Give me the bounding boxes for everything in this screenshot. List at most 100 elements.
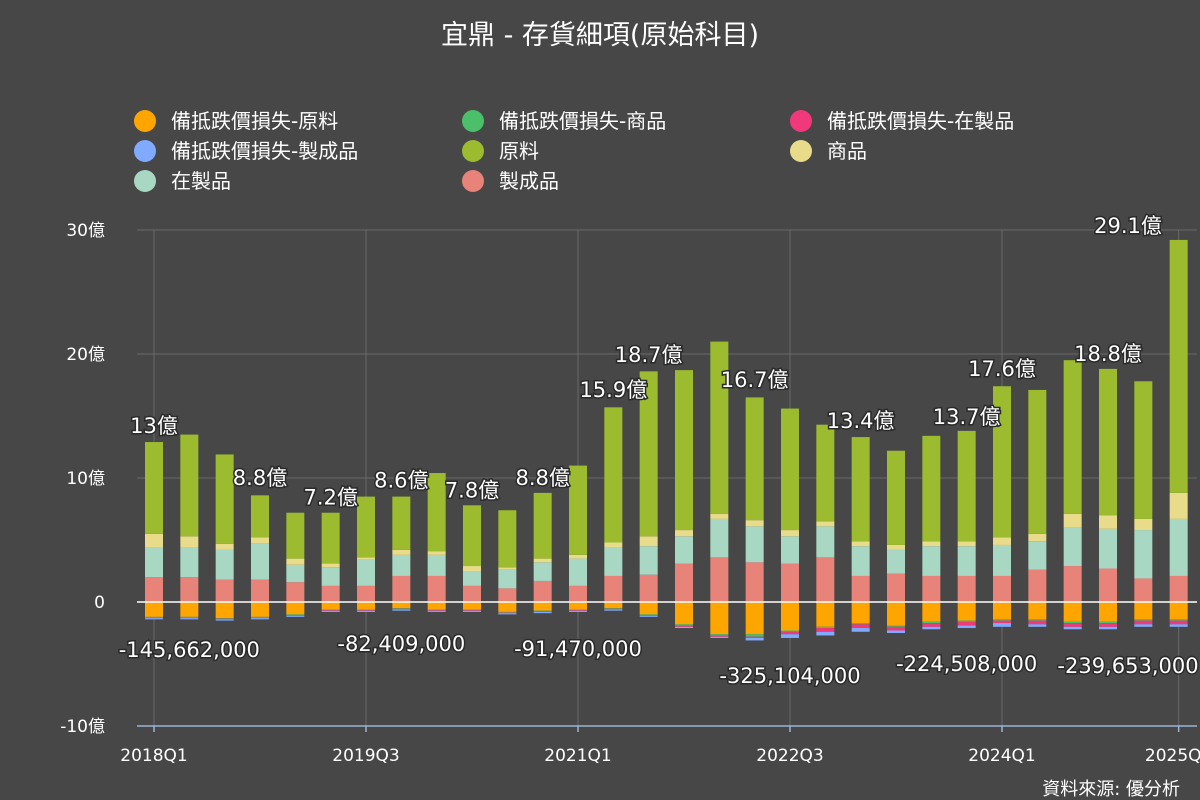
y-tick-label: 0: [94, 593, 105, 613]
bar-segment: [180, 547, 199, 578]
data-label: 15.9億: [579, 378, 647, 402]
bar-segment: [816, 526, 835, 558]
data-label: 16.7億: [721, 368, 789, 392]
bar-segment: [180, 577, 199, 602]
bar-segment: [321, 610, 340, 612]
bar-segment: [604, 609, 623, 611]
bar-segment: [357, 610, 375, 611]
bar-segment: [922, 546, 941, 576]
bar-segment: [781, 602, 799, 631]
legend-swatch: [462, 110, 484, 132]
bar-segment: [993, 620, 1011, 624]
bar-segment: [781, 631, 799, 635]
bar-segment: [180, 618, 199, 620]
bar-segment: [251, 602, 269, 617]
bar-segment: [1063, 602, 1082, 622]
bar-segment: [922, 541, 941, 547]
bar-segment: [1028, 569, 1047, 602]
bar-segment: [569, 585, 587, 602]
bar-segment: [639, 371, 658, 537]
bar-segment: [816, 557, 835, 602]
bar-segment: [392, 609, 411, 611]
bar-segment: [251, 618, 269, 620]
bar-segment: [922, 435, 941, 542]
bar-segment: [957, 541, 976, 547]
bar-segment: [675, 530, 693, 537]
bar-segment: [569, 610, 587, 612]
data-label: 13.4億: [827, 409, 895, 433]
bar-segment: [887, 630, 905, 633]
bar-segment: [463, 610, 481, 611]
bar-segment: [1134, 602, 1153, 620]
bar-segment: [745, 602, 764, 635]
data-label: -145,662,000: [119, 638, 260, 662]
bar-segment: [427, 610, 446, 612]
bar-segment: [498, 567, 517, 570]
bar-segment: [816, 631, 835, 636]
y-tick-label: 30億: [66, 221, 105, 241]
legend-swatch: [134, 140, 156, 162]
bar-segment: [569, 610, 587, 611]
bar-segment: [639, 615, 658, 617]
bar-segment: [851, 623, 870, 625]
bar-segment: [604, 602, 623, 609]
bar-segment: [569, 465, 587, 555]
bar-segment: [321, 567, 340, 586]
bar-segment: [993, 602, 1011, 620]
bar-segment: [1169, 620, 1188, 625]
bar-segment: [922, 602, 941, 622]
bar-segment: [1134, 381, 1153, 519]
bar-segment: [180, 434, 199, 537]
bar-segment: [816, 626, 835, 629]
bar-segment: [745, 526, 764, 563]
x-tick-label: 2021Q1: [544, 746, 611, 766]
bar-segment: [145, 533, 163, 548]
bar-segment: [1134, 620, 1153, 625]
bar-segment: [321, 602, 340, 610]
bar-segment: [286, 614, 305, 616]
data-label: 8.8億: [515, 466, 569, 490]
bar-segment: [215, 602, 234, 619]
legend-label: 備抵跌價損失-原料: [171, 109, 338, 133]
bar-segment: [286, 564, 305, 583]
bar-segment: [781, 536, 799, 564]
bar-segment: [427, 554, 446, 576]
bar-segment: [533, 610, 552, 612]
bar-segment: [357, 557, 375, 560]
legend-label: 原料: [499, 139, 539, 163]
legend-label: 備抵跌價損失-商品: [499, 109, 666, 133]
x-tick-label: 2019Q3: [332, 746, 399, 766]
bar-segment: [215, 579, 234, 602]
bar-segment: [604, 575, 623, 602]
x-tick-label: 2018Q1: [120, 746, 187, 766]
bar-segment: [851, 437, 870, 542]
bar-segment: [463, 566, 481, 571]
bar-segment: [321, 563, 340, 568]
bar-segment: [1169, 624, 1188, 627]
bar-segment: [321, 609, 340, 611]
bar-segment: [145, 617, 163, 619]
bar-segment: [710, 557, 729, 602]
bar-segment: [745, 397, 764, 521]
bar-segment: [321, 610, 340, 611]
bar-segment: [357, 496, 375, 558]
bar-segment: [533, 580, 552, 602]
bar-segment: [251, 617, 269, 619]
bar-segment: [357, 610, 375, 612]
bar-segment: [180, 617, 199, 619]
bar-segment: [321, 585, 340, 602]
bar-segment: [639, 546, 658, 575]
bar-segment: [569, 554, 587, 559]
bar-segment: [922, 626, 941, 630]
bar-segment: [957, 621, 976, 626]
bar-segment: [392, 608, 411, 609]
bar-segment: [286, 615, 305, 617]
bar-segment: [286, 615, 305, 616]
bar-segment: [145, 616, 163, 618]
bar-segment: [957, 575, 976, 602]
bar-segment: [675, 370, 693, 531]
bar-segment: [1099, 568, 1117, 602]
bar-segment: [1063, 621, 1082, 624]
bar-segment: [1134, 619, 1153, 621]
bar-segment: [922, 621, 941, 624]
